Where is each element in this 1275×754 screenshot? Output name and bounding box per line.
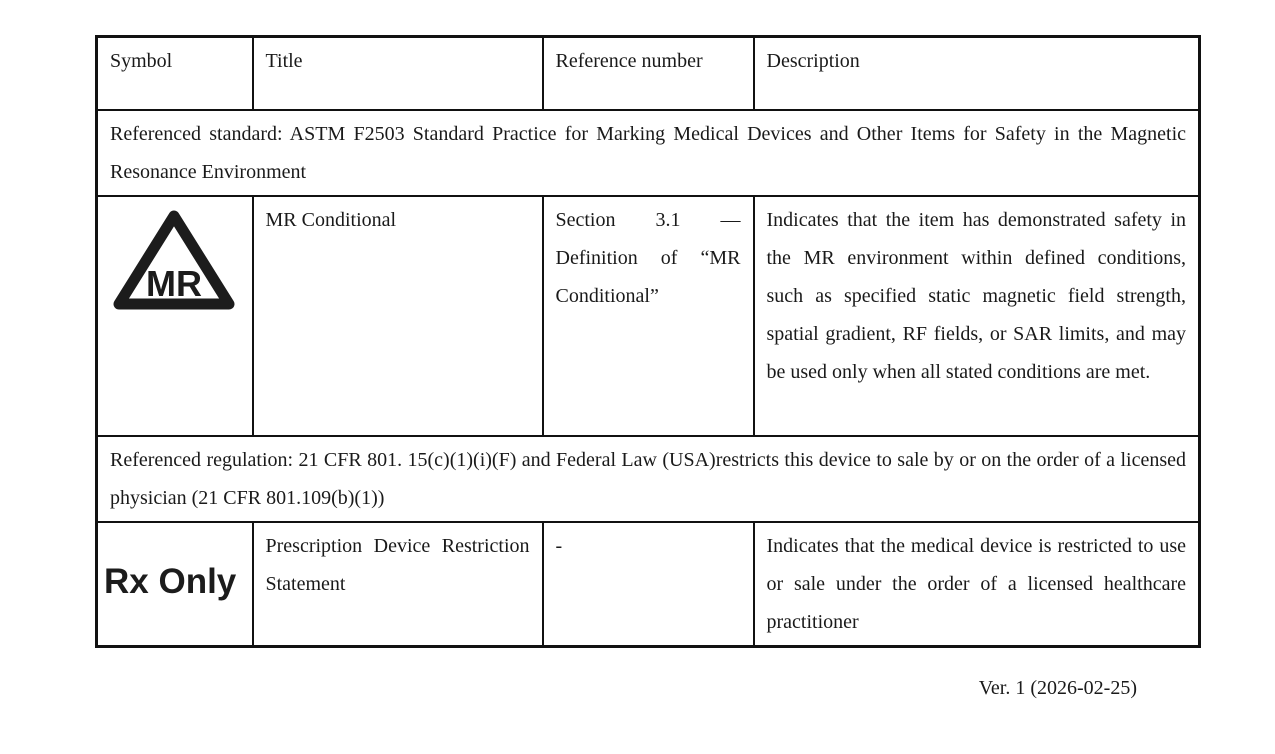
column-header-reference-number: Reference number <box>541 35 755 111</box>
mr-conditional-row: MR MR Conditional Section 3.1 — Definiti… <box>95 195 1201 437</box>
column-header-description: Description <box>752 35 1201 111</box>
version-label: Ver. 1 (2026-02-25) <box>978 677 1137 699</box>
mr-icon-label: MR <box>146 263 202 304</box>
rx-only-symbol-cell: Rx Only <box>95 521 254 648</box>
referenced-regulation-text: Referenced regulation: 21 CFR 801. 15(c)… <box>95 435 1201 523</box>
rx-only-row: Rx Only Prescription Device Restriction … <box>95 521 1201 648</box>
mr-conditional-triangle-icon: MR <box>110 207 238 326</box>
mr-conditional-reference: Section 3.1 — Definition of “MR Conditio… <box>541 195 755 437</box>
rx-only-title: Prescription Device Restriction Statemen… <box>251 521 544 648</box>
symbols-table: Symbol Title Reference number Descriptio… <box>95 35 1201 648</box>
rx-only-reference: - <box>541 521 755 648</box>
table-header-row: Symbol Title Reference number Descriptio… <box>95 35 1201 111</box>
column-header-symbol: Symbol <box>95 35 254 111</box>
rx-only-symbol-text: Rx Only <box>104 561 237 601</box>
referenced-standard-text: Referenced standard: ASTM F2503 Standard… <box>95 109 1201 197</box>
mr-conditional-description: Indicates that the item has demonstrated… <box>752 195 1201 437</box>
referenced-standard-row: Referenced standard: ASTM F2503 Standard… <box>95 109 1201 197</box>
referenced-regulation-row: Referenced regulation: 21 CFR 801. 15(c)… <box>95 435 1201 523</box>
mr-conditional-symbol-cell: MR <box>95 195 254 437</box>
mr-conditional-title: MR Conditional <box>251 195 544 437</box>
rx-only-description: Indicates that the medical device is res… <box>752 521 1201 648</box>
column-header-title: Title <box>251 35 544 111</box>
